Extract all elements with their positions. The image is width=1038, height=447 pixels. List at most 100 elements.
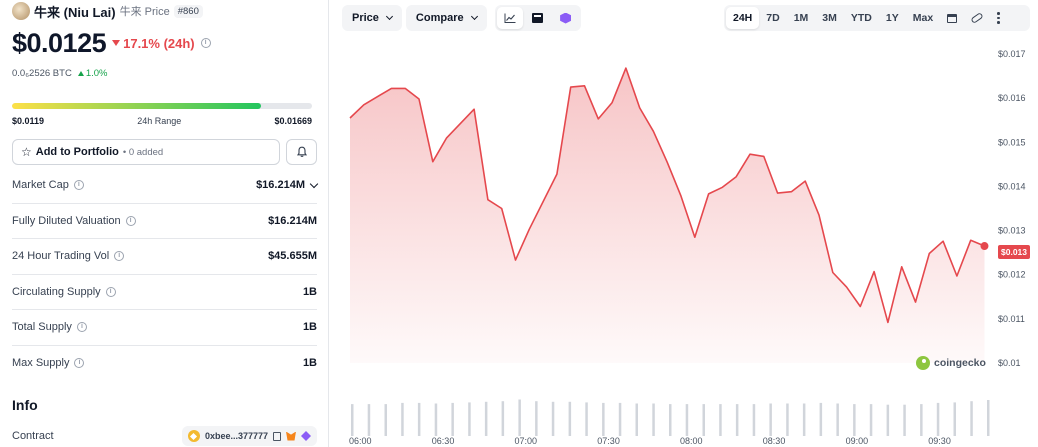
- price-area: [350, 68, 985, 363]
- stat-value: 1B: [302, 285, 317, 298]
- coin-name: 牛来 (Niu Lai): [34, 4, 116, 20]
- chart-type-group: [494, 5, 581, 31]
- stat-value: $16.214M: [256, 179, 305, 192]
- volume-bar: [819, 402, 823, 436]
- market-cap-dropdown[interactable]: $16.214M: [256, 179, 319, 192]
- info-icon[interactable]: i: [105, 286, 116, 297]
- time-range-selector: 24H 7D 1M 3M YTD 1Y Max: [724, 5, 1030, 31]
- volume-bar: [735, 404, 739, 436]
- link-icon: [970, 12, 984, 24]
- y-tick-label: $0.014: [998, 181, 1026, 191]
- info-icon[interactable]: i: [125, 215, 136, 226]
- price-alert-button[interactable]: [286, 139, 317, 165]
- range-7d[interactable]: 7D: [766, 12, 780, 24]
- hexagon-button[interactable]: [553, 7, 579, 29]
- range-ytd[interactable]: YTD: [850, 12, 872, 24]
- volume-bar: [769, 403, 772, 436]
- btc-change: 1.0%: [77, 68, 108, 79]
- bell-icon: [296, 146, 307, 157]
- stat-value: $45.655M: [268, 250, 317, 263]
- stat-row-market-cap: Market Cap i $16.214M: [12, 168, 319, 204]
- volume-bar: [551, 401, 555, 436]
- caret-up-icon: [77, 71, 84, 76]
- range-24h[interactable]: 24H: [726, 7, 760, 29]
- copy-icon[interactable]: [273, 431, 281, 441]
- x-tick-label: 08:30: [763, 436, 786, 446]
- stat-row-total-supply: Total Supply i 1B: [12, 310, 317, 346]
- btc-change-value: 1.0%: [85, 68, 108, 79]
- range-bar-fill: [12, 103, 261, 109]
- volume-bar: [685, 404, 689, 436]
- info-icon[interactable]: i: [74, 358, 85, 369]
- volume-bar: [635, 403, 638, 436]
- volume-bar: [853, 404, 856, 436]
- btc-price: 0.0₆2526 BTC: [12, 68, 72, 79]
- volume-bar: [351, 404, 354, 436]
- volume-bar: [752, 404, 756, 436]
- range-1m[interactable]: 1M: [793, 12, 809, 24]
- range-low: $0.0119: [12, 116, 45, 126]
- info-icon[interactable]: i: [76, 322, 87, 333]
- line-chart-button[interactable]: [496, 7, 523, 29]
- stat-row-fdv: Fully Diluted Valuation i $16.214M: [12, 204, 317, 239]
- share-link-button[interactable]: [964, 7, 990, 29]
- rank-badge: #860: [173, 4, 203, 18]
- info-icon[interactable]: i: [114, 251, 125, 262]
- current-price-dot: [980, 242, 989, 251]
- gem-icon[interactable]: [301, 431, 311, 441]
- more-vertical-icon: [997, 12, 1000, 24]
- range-bar: [12, 103, 312, 109]
- volume-bar: [953, 402, 956, 436]
- stat-value: $16.214M: [268, 214, 317, 227]
- compare-tab-label: Compare: [415, 12, 464, 24]
- chevron-down-icon: [385, 12, 393, 21]
- coin-logo-icon: [12, 2, 30, 20]
- range-max[interactable]: Max: [912, 12, 934, 24]
- more-options-button[interactable]: [990, 7, 1007, 29]
- add-to-portfolio-button[interactable]: ☆ Add to Portfolio • 0 added: [12, 139, 280, 165]
- compare-dropdown[interactable]: Compare: [405, 5, 487, 31]
- add-to-portfolio-label: Add to Portfolio: [35, 146, 119, 158]
- contract-label: Contract: [12, 430, 54, 442]
- range-1y[interactable]: 1Y: [885, 12, 899, 24]
- info-icon[interactable]: i: [200, 38, 211, 48]
- volume-bar: [618, 402, 622, 436]
- volume-bar: [886, 404, 890, 436]
- x-tick-label: 06:00: [349, 436, 372, 446]
- stat-label: Circulating Supply: [12, 285, 101, 298]
- price-tab-label: Price: [352, 12, 379, 24]
- price-dropdown[interactable]: Price: [342, 5, 402, 31]
- x-axis: 06:00 06:30 07:00 07:30 08:00 08:30 09:00 09:30: [349, 436, 951, 446]
- stat-label: Total Supply: [12, 321, 72, 334]
- price-chart[interactable]: $0.017 $0.016 $0.015 $0.014 $0.013 $0.012 $0.0…: [342, 38, 1038, 447]
- volume-bar: [802, 403, 806, 436]
- volume-bar: [484, 401, 488, 436]
- watermark-text: coingecko: [934, 357, 986, 369]
- volume-bar: [903, 404, 906, 436]
- range-label: 24h Range: [137, 116, 182, 126]
- portfolio-added-count: • 0 added: [122, 146, 164, 158]
- y-axis: $0.017 $0.016 $0.015 $0.014 $0.013 $0.012 $0.0…: [998, 49, 1026, 368]
- tradingview-button[interactable]: [525, 7, 551, 29]
- y-tick-label: $0.011: [998, 314, 1025, 324]
- contract-chip[interactable]: 0xbee...377777: [181, 426, 317, 446]
- volume-bar: [518, 399, 521, 436]
- range-3m[interactable]: 3M: [822, 12, 837, 24]
- volume-bar: [602, 402, 605, 436]
- y-tick-label: $0.012: [998, 270, 1026, 280]
- volume-bar: [501, 401, 505, 436]
- x-tick-label: 09:00: [846, 436, 869, 446]
- stat-value: 1B: [302, 321, 317, 334]
- price-row: $0.0125 17.1% (24h) i: [12, 26, 211, 60]
- chart-toolbar: Price Compare: [342, 5, 581, 31]
- line-chart-icon: [504, 13, 516, 23]
- date-picker-button[interactable]: [940, 7, 964, 29]
- volume-bar: [384, 404, 387, 436]
- info-heading: Info: [12, 397, 38, 413]
- metamask-icon[interactable]: [286, 431, 296, 441]
- volume-bar: [535, 401, 538, 436]
- volume-bar: [970, 401, 973, 436]
- contract-address: 0xbee...377777: [204, 431, 268, 441]
- stat-row-circulating-supply: Circulating Supply i 1B: [12, 275, 317, 310]
- info-icon[interactable]: i: [73, 180, 84, 191]
